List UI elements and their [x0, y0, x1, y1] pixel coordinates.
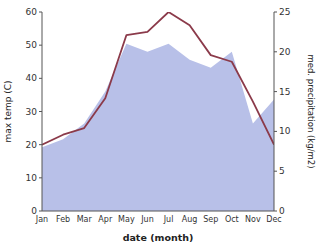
x-tick-label: Nov	[245, 215, 261, 224]
y2-tick	[274, 131, 277, 132]
x-axis-line	[42, 211, 274, 212]
x-tick-label: Jun	[140, 215, 154, 224]
x-tick-label: May	[118, 215, 135, 224]
y2-tick-label: 25	[279, 7, 290, 17]
x-tick-label: Jul	[163, 215, 174, 224]
x-axis-label: date (month)	[123, 232, 194, 243]
y-tick-label: 20	[26, 140, 38, 150]
y2-axis-line	[274, 12, 275, 211]
y-tick-label: 40	[26, 73, 38, 83]
y2-tick	[274, 171, 277, 172]
x-tick-label: Aug	[182, 215, 198, 224]
y-tick	[39, 12, 42, 13]
y2-tick-label: 10	[279, 126, 291, 136]
x-tick-label: Apr	[98, 215, 113, 224]
y2-tick-label: 5	[279, 166, 285, 176]
y-tick-label: 30	[26, 107, 38, 117]
y-tick	[39, 177, 42, 178]
y-tick	[39, 144, 42, 145]
x-tick-label: Sep	[203, 215, 218, 224]
y-axis-label: max temp (C)	[3, 80, 13, 142]
x-tick-label: Dec	[266, 215, 281, 224]
temp-line	[42, 12, 274, 145]
y-tick	[39, 45, 42, 46]
y-tick	[39, 211, 42, 212]
precip-area	[42, 44, 274, 211]
y2-tick	[274, 51, 277, 52]
chart: 0102030405060max temp (C)0510152025med. …	[0, 0, 318, 247]
x-tick-label: Feb	[56, 215, 70, 224]
y-tick-label: 60	[26, 7, 38, 17]
x-tick-label: Oct	[225, 215, 239, 224]
y2-axis-label: med. precipitation (kg/m2)	[306, 54, 316, 168]
y2-tick	[274, 91, 277, 92]
y2-tick	[274, 211, 277, 212]
x-tick-label: Jan	[35, 215, 48, 224]
y2-tick-label: 20	[279, 47, 291, 57]
y2-tick	[274, 12, 277, 13]
y-tick	[39, 78, 42, 79]
x-tick-label: Mar	[77, 215, 93, 224]
y-tick-label: 50	[26, 40, 38, 50]
plot-area	[42, 12, 274, 211]
y2-tick-label: 15	[279, 87, 290, 97]
y-tick	[39, 111, 42, 112]
y-tick-label: 10	[26, 173, 38, 183]
